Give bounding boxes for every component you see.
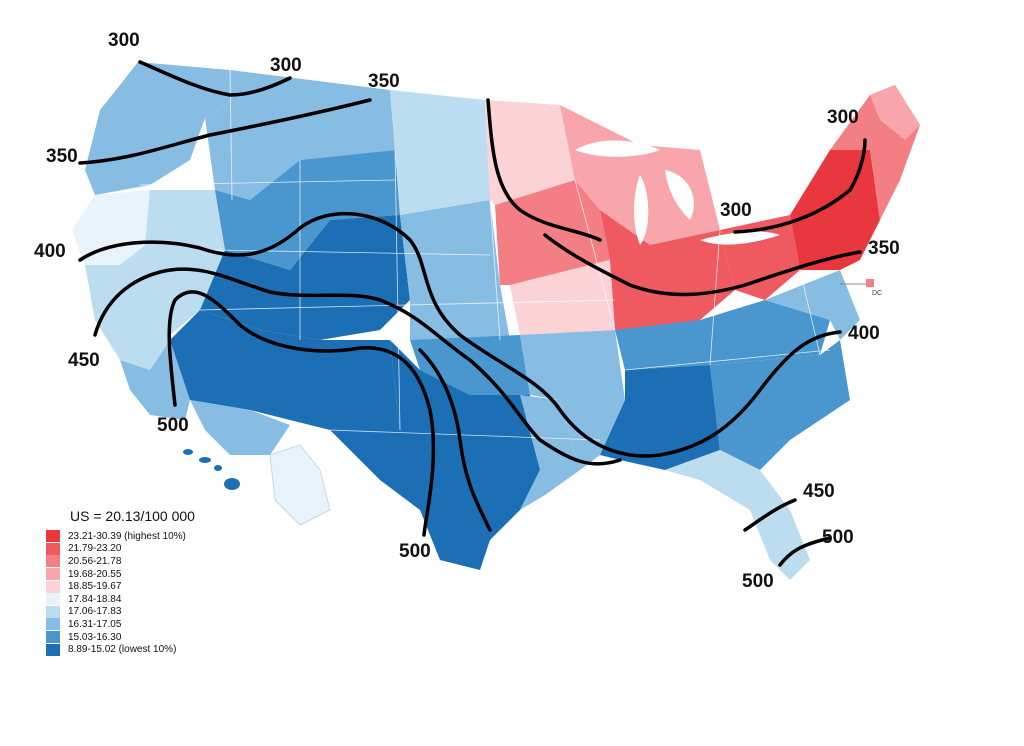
contour-label: 500 xyxy=(157,415,189,436)
legend-label: 18.85-19.67 xyxy=(68,581,122,593)
contour-label: 350 xyxy=(368,71,400,92)
legend-swatch xyxy=(46,568,60,581)
legend-label: 8.89-15.02 (lowest 10%) xyxy=(68,644,177,656)
legend-swatch xyxy=(46,593,60,606)
legend-label: 17.06-17.83 xyxy=(68,606,122,618)
legend-row: 20.56-21.78 xyxy=(46,555,296,568)
region-florida xyxy=(665,450,810,580)
legend-rows: 23.21-30.39 (highest 10%) 21.79-23.20 20… xyxy=(46,530,296,656)
region-arkansas-louisiana xyxy=(520,330,625,470)
legend-swatch xyxy=(46,618,60,631)
region-arizona-newmexico xyxy=(170,310,400,430)
contour-label: 350 xyxy=(868,238,900,259)
region-south xyxy=(520,270,860,580)
region-wyoming-utah xyxy=(215,150,400,270)
contour-labels: 300 300 350 350 400 450 500 500 300 300 … xyxy=(34,30,900,592)
contour-label: 500 xyxy=(822,527,854,548)
legend-swatch xyxy=(46,631,60,644)
inset-alaska xyxy=(269,444,331,526)
region-west xyxy=(72,62,410,455)
contour-label: 300 xyxy=(270,55,302,76)
legend-row: 19.68-20.55 xyxy=(46,568,296,581)
contour-500-texas xyxy=(418,348,492,532)
legend-row: 16.31-17.05 xyxy=(46,618,296,631)
contour-label: 500 xyxy=(399,541,431,562)
region-idaho-montana xyxy=(205,70,395,200)
dc-marker xyxy=(840,279,874,287)
region-kentucky-tennessee xyxy=(615,300,830,370)
lake-huron xyxy=(665,170,694,220)
contour-label: 500 xyxy=(742,571,774,592)
legend-swatch xyxy=(46,542,60,555)
lake-erie xyxy=(700,231,780,245)
state-borders xyxy=(139,69,831,441)
contour-label: 300 xyxy=(108,30,140,51)
contour-350-east xyxy=(543,233,862,297)
contour-500-se xyxy=(778,536,832,567)
region-california-north xyxy=(72,190,150,265)
legend-row: 21.79-23.20 xyxy=(46,542,296,556)
region-virginia xyxy=(765,270,860,340)
legend-swatch xyxy=(46,530,60,543)
legend-label: 19.68-20.55 xyxy=(68,568,122,580)
contour-label: 300 xyxy=(720,200,752,221)
great-lakes xyxy=(575,140,780,245)
contour-350-west xyxy=(78,98,372,165)
legend-label: 23.21-30.39 (highest 10%) xyxy=(68,530,186,542)
contour-450-se xyxy=(743,498,797,532)
legend-swatch xyxy=(46,580,60,593)
region-mississippi-alabama xyxy=(600,365,720,470)
legend-row: 18.85-19.67 xyxy=(46,580,296,593)
contour-400-west xyxy=(78,211,842,458)
legend-swatch xyxy=(46,555,60,568)
legend-row: 8.89-15.02 (lowest 10%) xyxy=(46,643,296,656)
contour-lines xyxy=(78,60,867,567)
region-nebraska-kansas xyxy=(400,200,510,340)
region-pennsylvania-ny xyxy=(790,150,880,270)
contour-450-west xyxy=(93,267,622,466)
region-dakotas xyxy=(390,90,490,215)
legend-label: 15.03-16.30 xyxy=(68,631,122,643)
legend-label: 21.79-23.20 xyxy=(68,543,122,555)
legend-label: 16.31-17.05 xyxy=(68,618,122,630)
contour-label: 400 xyxy=(34,241,66,262)
contour-300-nw xyxy=(138,60,292,97)
legend: US = 20.13/100 000 23.21-30.39 (highest … xyxy=(46,508,296,656)
legend-label: 20.56-21.78 xyxy=(68,555,122,567)
legend-row: 17.84-18.84 xyxy=(46,593,296,606)
inset-hawaii xyxy=(183,449,240,490)
legend-swatch xyxy=(46,605,60,618)
contour-300-east xyxy=(733,138,867,234)
contour-500-west xyxy=(167,290,436,537)
contour-label: 400 xyxy=(848,323,880,344)
legend-row: 15.03-16.30 xyxy=(46,631,296,644)
lake-superior xyxy=(575,140,660,157)
lake-michigan xyxy=(634,175,649,245)
region-northeast xyxy=(790,85,920,270)
legend-row: 23.21-30.39 (highest 10%) xyxy=(46,530,296,543)
region-nevada xyxy=(145,190,225,335)
region-maine xyxy=(870,85,920,140)
legend-label: 17.84-18.84 xyxy=(68,593,122,605)
region-minnesota xyxy=(485,100,575,205)
legend-row: 17.06-17.83 xyxy=(46,605,296,619)
contour-label: 300 xyxy=(827,107,859,128)
region-pacific-nw xyxy=(85,62,232,195)
contour-label: 450 xyxy=(68,350,100,371)
dc-label: DC xyxy=(872,290,883,297)
region-georgia-carolinas xyxy=(710,340,850,470)
legend-swatch xyxy=(46,643,60,656)
region-missouri xyxy=(510,260,615,335)
contour-label: 450 xyxy=(803,481,835,502)
region-california-south xyxy=(120,340,190,420)
region-texas-east xyxy=(520,395,580,510)
contour-label: 350 xyxy=(46,146,78,167)
legend-title: US = 20.13/100 000 xyxy=(70,508,195,524)
region-southwest-light xyxy=(190,400,290,455)
contour-300-ne xyxy=(486,98,602,242)
